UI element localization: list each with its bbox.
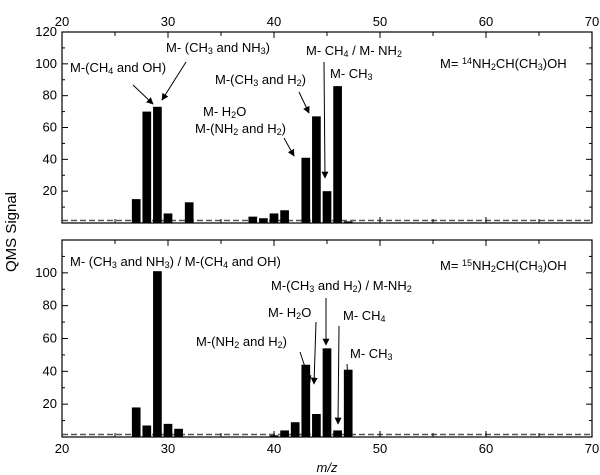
bar-mz-44	[312, 414, 321, 437]
annotation-label: M- CH3	[350, 346, 393, 362]
x-tick-label: 20	[55, 441, 69, 456]
bar-mz-45	[322, 191, 332, 223]
x-tick-label-top: 70	[585, 14, 599, 29]
annotation-label: M- (CH3 and NH3)	[166, 40, 270, 56]
x-tick-label: 50	[373, 441, 387, 456]
annotation-arrow	[321, 61, 329, 179]
annotation-label: M-(NH2 and H2)	[195, 121, 286, 137]
annotation-arrow	[132, 84, 154, 105]
y-tick-label: 80	[43, 88, 57, 103]
bar-mz-47	[343, 221, 353, 223]
annotation-arrow	[344, 363, 352, 381]
annotation-label: M- H2O	[268, 305, 311, 321]
x-tick-label-top: 20	[55, 14, 69, 29]
y-tick-label: 120	[35, 24, 57, 39]
x-tick-label-top: 40	[267, 14, 281, 29]
bar-mz-32	[184, 202, 194, 223]
annotation-label: M-(NH2 and H2)	[196, 334, 287, 350]
annotation-arrow	[161, 61, 187, 101]
x-tick-label: 60	[479, 441, 493, 456]
bar-mz-41	[280, 430, 289, 437]
y-tick-label: 80	[43, 298, 57, 313]
bar-mz-27	[131, 199, 141, 223]
y-tick-label: 100	[35, 56, 57, 71]
bar-mz-43	[301, 364, 311, 437]
bar-mz-41	[280, 210, 289, 223]
annotation-arrow	[334, 325, 342, 425]
x-tick-label-top: 30	[161, 14, 175, 29]
bar-mz-46	[333, 430, 342, 437]
annotation-arrow	[299, 351, 312, 383]
annotation-label: M- CH4	[343, 308, 386, 324]
y-tick-label: 60	[43, 331, 57, 346]
bottom-panel: 20 30 40 50 60 70 20 40 60 80 100 M- (CH3 and NH3) …	[35, 239, 599, 456]
y-tick-label: 100	[35, 265, 57, 280]
x-tick-label: 70	[585, 441, 599, 456]
bar-mz-42	[290, 422, 300, 437]
bar-mz-28	[142, 111, 152, 223]
annotation-label: M- CH4 / M- NH2	[306, 43, 402, 59]
annotation-arrow	[334, 85, 342, 139]
annotation-label: M- (CH3 and NH3) / M-(CH4 and OH)	[70, 254, 281, 270]
bar-mz-30	[163, 423, 173, 437]
annotation-label: M= 15NH2CH(CH3)OH	[440, 258, 567, 274]
y-tick-label: 40	[43, 151, 57, 166]
top-panel: 20 30 40 50 60 70 20 40 60 80 100 120 M-(CH4 and OH)…	[35, 14, 599, 224]
bar-mz-45	[322, 348, 332, 437]
annotation-label: M-(CH3 and H2)	[215, 72, 306, 88]
x-tick-label-top: 50	[373, 14, 387, 29]
bar-mz-44	[312, 116, 321, 223]
annotation-label: M= 14NH2CH(CH3)OH	[440, 56, 567, 72]
annotation-arrow	[298, 91, 310, 114]
bar-mz-46	[333, 86, 342, 223]
annotation-label: M- H2O	[203, 104, 246, 120]
bar-mz-43	[301, 157, 311, 223]
annotation-label: M-(CH4 and OH)	[70, 60, 166, 76]
bar-mz-27	[131, 407, 141, 437]
annotation-label: M-(CH3 and H2) / M-NH2	[271, 278, 412, 294]
y-tick-label: 20	[43, 183, 57, 198]
bar-mz-29	[153, 106, 162, 223]
y-axis-label: QMS Signal	[3, 192, 20, 272]
y-tick-label: 20	[43, 396, 57, 411]
bar-mz-39	[259, 218, 268, 223]
bar-mz-28	[142, 425, 152, 437]
x-tick-label: 40	[267, 441, 281, 456]
annotation-label: M- CH3	[330, 66, 373, 82]
y-tick-label: 60	[43, 120, 57, 135]
bar-mz-31	[174, 428, 183, 437]
x-axis-label: m/z	[317, 460, 338, 475]
x-tick-label-top: 60	[479, 14, 493, 29]
annotation-arrow	[283, 137, 295, 157]
y-tick-label: 40	[43, 363, 57, 378]
x-tick-label: 30	[161, 441, 175, 456]
bar-mz-29	[153, 271, 162, 437]
bar-mz-38	[248, 216, 258, 223]
bar-mz-47	[343, 369, 353, 437]
annotation-arrow	[310, 321, 318, 385]
